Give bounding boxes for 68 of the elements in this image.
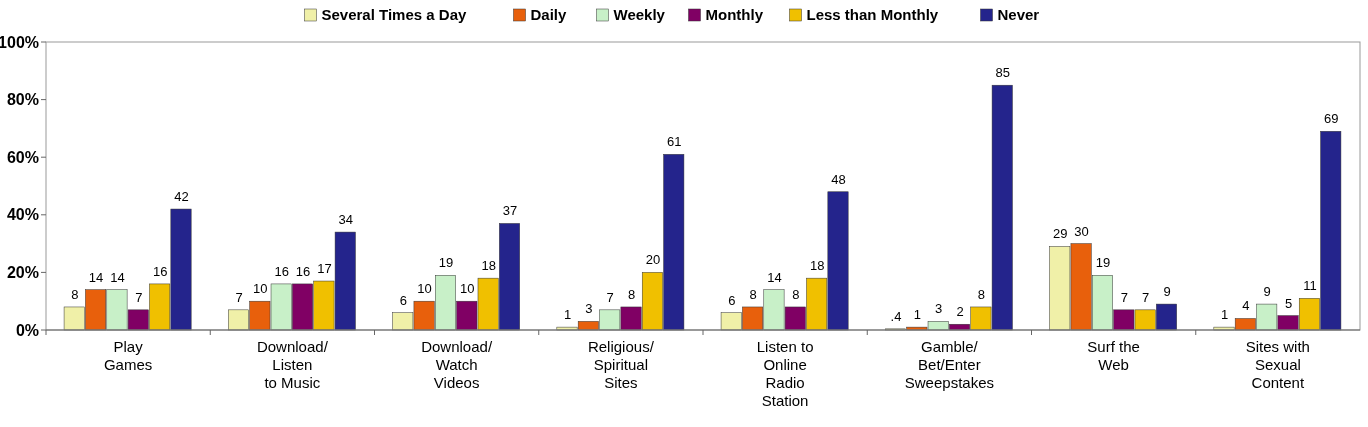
data-label: 7 (1120, 289, 1128, 305)
data-label: 10 (253, 281, 268, 297)
data-label: 85 (995, 65, 1010, 81)
data-label: 16 (152, 263, 168, 279)
legend-label: Daily (530, 6, 568, 23)
legend-label: Never (997, 6, 1040, 23)
x-tick-label: Download/ Watch Videos (421, 338, 493, 391)
data-label: 9 (1263, 284, 1271, 300)
y-tick-label: 40% (6, 206, 39, 224)
data-label: 17 (317, 261, 332, 277)
y-tick-label: 80% (6, 91, 39, 109)
data-label: 61 (667, 134, 682, 150)
y-tick-label: 60% (6, 148, 39, 166)
data-label: 7 (606, 289, 614, 305)
data-label: 14 (110, 269, 125, 285)
legend-label: Monthly (705, 6, 764, 23)
data-label: .4 (890, 308, 902, 324)
data-label: 4 (1242, 298, 1250, 314)
data-label: 8 (749, 286, 757, 302)
x-tick-label: Gamble/ Bet/Enter Sweepstakes (904, 338, 994, 391)
y-tick-label: 0% (15, 321, 39, 339)
data-label: 18 (481, 258, 496, 274)
data-label: 16 (274, 263, 289, 279)
data-label: 7 (1142, 289, 1150, 305)
data-label: 14 (88, 269, 104, 285)
data-label: 37 (502, 203, 518, 219)
data-label: 19 (1095, 255, 1111, 271)
data-label: 9 (1163, 284, 1171, 300)
data-label: 11 (1303, 278, 1317, 294)
data-label: 8 (977, 286, 986, 302)
data-label: 6 (728, 292, 736, 308)
data-label: 18 (809, 258, 825, 274)
data-label: 7 (235, 289, 243, 305)
x-tick-label: Listen to Online Radio Station (756, 338, 814, 409)
x-tick-label: Religious/ Spiritual Sites (587, 338, 655, 391)
data-label: 7 (135, 289, 143, 305)
data-label: 34 (338, 212, 353, 228)
legend-label: Weekly (613, 6, 666, 23)
data-label: 1 (1220, 307, 1229, 323)
x-tick-label: Download/ Listen to Music (256, 338, 329, 391)
data-label: 16 (295, 263, 311, 279)
data-label: 8 (71, 286, 79, 302)
data-label: 1 (913, 307, 921, 323)
data-label: 2 (956, 304, 964, 320)
x-tick-label: Sites with Sexual Content (1245, 338, 1310, 391)
x-tick-label: Play Games (103, 338, 153, 373)
data-label: 20 (645, 252, 661, 268)
x-tick-label: Surf the Web (1087, 338, 1140, 373)
data-label: 69 (1324, 111, 1339, 127)
legend-label: Less than Monthly (806, 6, 939, 23)
data-label: 10 (417, 281, 432, 297)
data-label: 8 (627, 286, 636, 302)
y-tick-label: 20% (6, 264, 39, 281)
data-label: 29 (1053, 226, 1068, 242)
data-label: 6 (399, 292, 407, 308)
legend-label: Several Times a Day (321, 6, 467, 23)
data-label: 10 (460, 281, 475, 297)
data-label: 5 (1284, 295, 1293, 311)
data-label: 14 (767, 269, 782, 285)
data-label: 42 (174, 189, 189, 205)
data-label: 3 (935, 301, 943, 317)
data-label: 19 (438, 255, 454, 271)
data-label: 48 (831, 171, 846, 187)
data-label: 30 (1074, 223, 1089, 239)
y-tick-label: 100% (0, 33, 39, 51)
data-label: 1 (563, 307, 572, 323)
data-label: 8 (792, 286, 800, 302)
data-label: 3 (585, 301, 593, 317)
